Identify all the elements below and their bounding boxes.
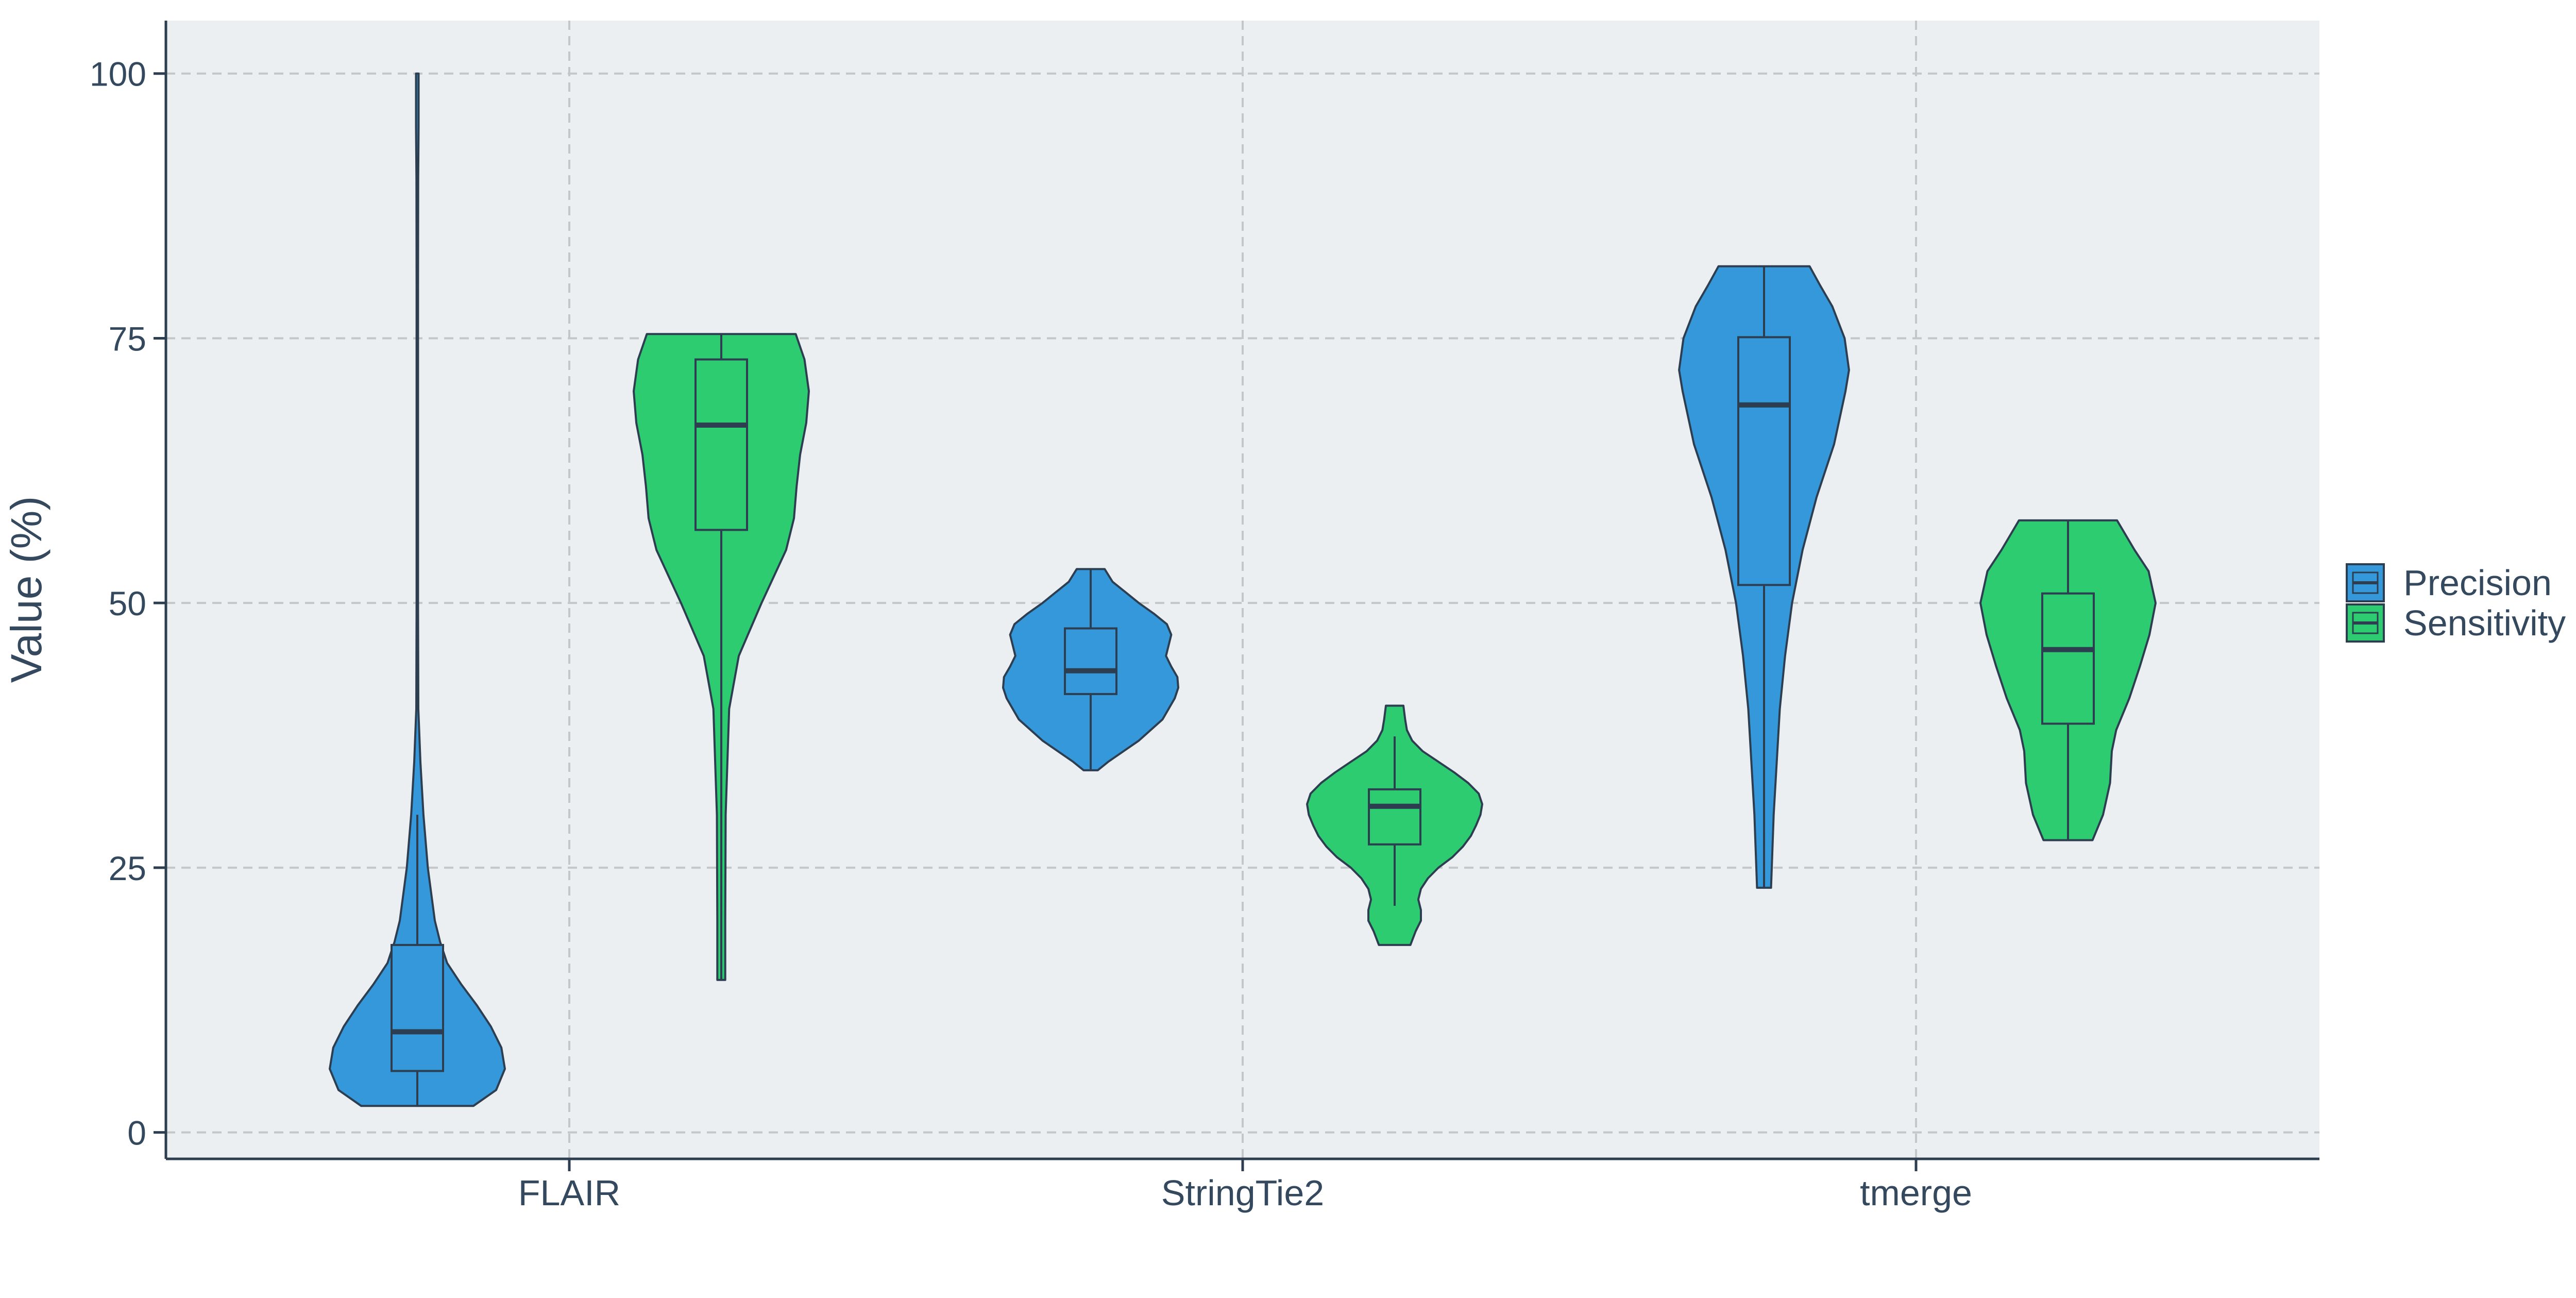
y-axis-label: Value (%) (2, 496, 50, 683)
grid-lines (166, 21, 2319, 1159)
legend-item-precision: Precision (2346, 563, 2552, 603)
x-tick-label: tmerge (1860, 1173, 1972, 1213)
x-tick-label: StringTie2 (1161, 1173, 1324, 1213)
y-tick-label: 100 (90, 55, 146, 93)
box-iqr (2041, 592, 2095, 725)
y-tick-label: 25 (109, 849, 146, 887)
y-tick-label: 0 (127, 1114, 146, 1152)
legend-item-sensitivity: Sensitivity (2346, 603, 2566, 643)
violin-precision-flair (329, 72, 506, 1107)
legend-key-box (2352, 571, 2379, 594)
box-iqr (1737, 336, 1791, 586)
legend-label: Precision (2403, 563, 2552, 603)
y-tick-label: 75 (109, 319, 146, 358)
legend-label: Sensitivity (2403, 603, 2566, 643)
legend-key-box (2352, 612, 2379, 634)
box-iqr (391, 943, 444, 1072)
y-tick-label: 50 (109, 584, 146, 622)
box-iqr (694, 358, 748, 531)
box-iqr (1064, 627, 1117, 695)
axes: 0 25 50 75 100 FLAIR StringTie2 tmerge (90, 21, 2319, 1213)
x-tick-label: FLAIR (518, 1173, 620, 1213)
violins (329, 72, 2157, 1107)
box-iqr (1368, 788, 1421, 846)
